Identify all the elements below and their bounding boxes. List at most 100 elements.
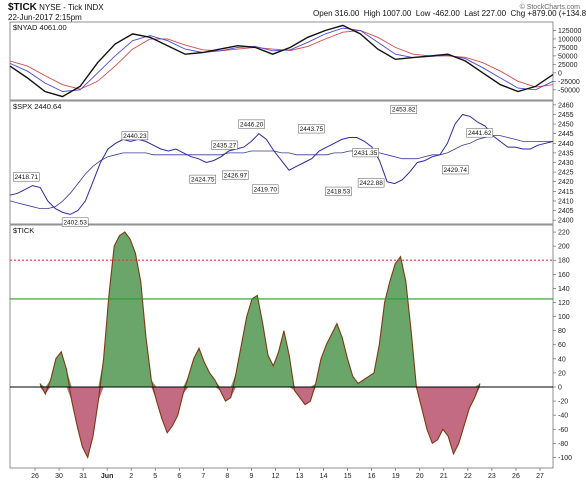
- spx-y-tick-label: 2450: [558, 122, 574, 129]
- x-tick-label: 31: [79, 473, 87, 480]
- spx-y-tick-label: 2430: [558, 160, 574, 167]
- tick-y-tick-label: 180: [558, 258, 570, 265]
- nyad-y-tick-label: 75000: [558, 45, 578, 52]
- spx-annotation: 2422.88: [359, 180, 383, 187]
- x-tick-label: 8: [225, 473, 229, 480]
- nyad-y-tick-label: 125000: [558, 28, 581, 35]
- quote-last: Last 227.00: [464, 9, 507, 18]
- spx-y-tick-label: 2435: [558, 150, 574, 157]
- chart-date: 22-Jun-2017 2:15pm: [8, 13, 82, 22]
- spx-annotation: 2435.27: [213, 142, 237, 149]
- nyad-y-tick-label: -50000: [558, 87, 580, 94]
- spx-annotation-box: [325, 186, 352, 196]
- pane-frame-0: [9, 21, 554, 101]
- symbol: $TICK: [8, 2, 37, 13]
- chart-title: $TICK NYSE - Tick INDX: [8, 2, 104, 13]
- nyad-y-tick-label: -25000: [558, 79, 580, 86]
- spx-sma-line: [9, 135, 553, 210]
- x-tick-label: 12: [272, 473, 280, 480]
- tick-y-tick-label: 100: [558, 314, 570, 321]
- quote-change: Chg +879.00 (+134.82%): [510, 9, 586, 18]
- spx-annotation: 2429.74: [444, 167, 468, 174]
- nyad-y-tick-label: 25000: [558, 62, 578, 69]
- x-tick-label: 14: [320, 473, 328, 480]
- x-tick-label: 19: [392, 473, 400, 480]
- spx-annotation: 2440.23: [123, 133, 147, 140]
- spx-y-tick-label: 2415: [558, 189, 574, 196]
- tick-line: [39, 231, 481, 459]
- x-tick-label: 27: [536, 473, 544, 480]
- symbol-description: NYSE - Tick INDX: [39, 3, 104, 12]
- x-tick-label: Jun: [101, 473, 113, 480]
- spx-annotation: 2441.62: [468, 130, 492, 137]
- tick-y-tick-label: 120: [558, 300, 570, 307]
- quote-high: High 1007.00: [363, 9, 412, 18]
- spx-annotation-box: [121, 131, 149, 141]
- tick-y-tick-label: 40: [558, 356, 566, 363]
- spx-annotation-box: [357, 178, 385, 188]
- quote-bar: Open 316.00 High 1007.00 Low -462.00 Las…: [313, 9, 586, 18]
- x-tick-label: 6: [177, 473, 181, 480]
- spx-y-tick-label: 2425: [558, 170, 574, 177]
- nyad-y-tick-label: 50000: [558, 53, 578, 60]
- spx-annotation-box: [466, 128, 493, 138]
- tick-negative-area: [40, 387, 480, 458]
- quote-low: Low -462.00: [415, 9, 460, 18]
- tick-y-tick-label: -80: [558, 441, 568, 448]
- tick-y-tick-label: 60: [558, 342, 566, 349]
- x-tick-label: 15: [344, 473, 352, 480]
- x-tick-label: 30: [55, 473, 63, 480]
- x-tick-label: 26: [31, 473, 39, 480]
- nyad-series-red: [9, 30, 554, 90]
- tick-y-tick-label: 20: [558, 370, 566, 377]
- spx-annotation-box: [352, 148, 379, 158]
- x-tick-label: 7: [201, 473, 205, 480]
- spx-annotation: 2424.75: [191, 177, 215, 184]
- spx-y-tick-label: 2445: [558, 131, 574, 138]
- spx-annotation-box: [390, 104, 417, 114]
- tick-y-tick-label: 80: [558, 328, 566, 335]
- nyad-y-tick-label: 0: [558, 70, 562, 77]
- spx-annotation: 2419.70: [253, 186, 277, 193]
- x-tick-label: 16: [368, 473, 376, 480]
- quote-open: Open 316.00: [313, 9, 360, 18]
- spx-y-tick-label: 2460: [558, 102, 574, 109]
- spx-annotation: 2418.53: [327, 189, 351, 196]
- nyad-label: $NYAD 4061.00: [13, 23, 67, 32]
- tick-y-tick-label: 160: [558, 272, 570, 279]
- x-tick-label: 22: [464, 473, 472, 480]
- pane-frame-2: [9, 224, 554, 469]
- spx-annotation-box: [61, 217, 89, 227]
- tick-y-tick-label: 140: [558, 286, 570, 293]
- tick-y-tick-label: -100: [558, 455, 572, 462]
- spx-annotation-box: [189, 174, 217, 184]
- x-tick-label: 5: [153, 473, 157, 480]
- spx-annotation-box: [298, 124, 325, 134]
- x-tick-label: 23: [488, 473, 496, 480]
- tick-y-tick-label: 200: [558, 244, 570, 251]
- spx-price-line: [9, 113, 554, 215]
- x-tick-label: 2: [129, 473, 133, 480]
- x-tick-label: 13: [296, 473, 304, 480]
- spx-annotation-box: [251, 184, 279, 194]
- spx-annotation: 2453.82: [392, 107, 416, 114]
- tick-label: $TICK: [13, 226, 34, 235]
- nyad-y-tick-label: 100000: [558, 36, 581, 43]
- tick-y-tick-label: 220: [558, 230, 570, 237]
- spx-annotation: 2446.20: [240, 121, 264, 128]
- spx-y-tick-label: 2405: [558, 208, 574, 215]
- spx-y-tick-label: 2455: [558, 112, 574, 119]
- tick-y-tick-label: -60: [558, 427, 568, 434]
- x-tick-label: 21: [440, 473, 448, 480]
- nyad-series-black: [9, 24, 554, 98]
- nyad-series-blue: [9, 27, 554, 92]
- tick-y-tick-label: 0: [558, 385, 562, 392]
- spx-annotation-box: [442, 165, 469, 175]
- spx-annotation: 2426.97: [224, 172, 248, 179]
- spx-y-tick-label: 2410: [558, 198, 574, 205]
- spx-annotation: 2402.53: [63, 219, 87, 226]
- spx-annotation-box: [238, 119, 265, 129]
- spx-annotation: 2443.75: [300, 126, 324, 133]
